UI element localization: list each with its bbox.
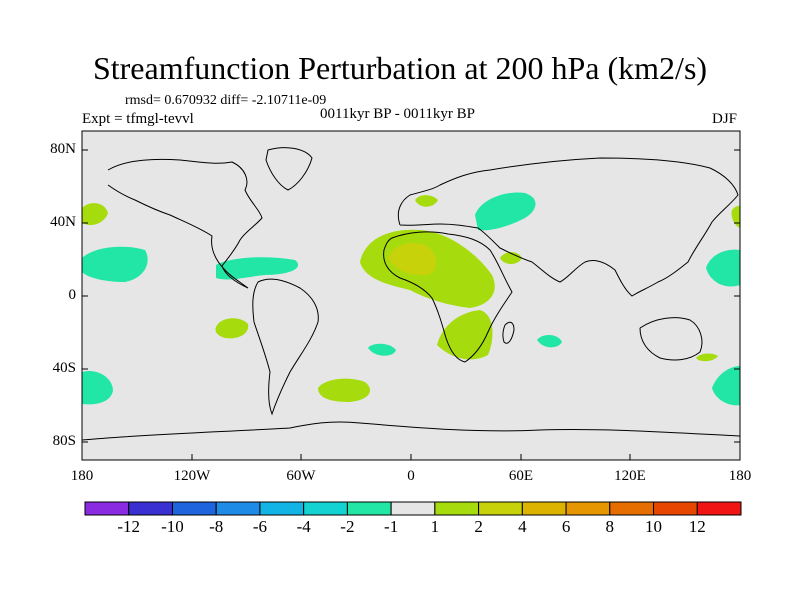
colorbar-label: -10 [161, 517, 184, 536]
colorbar-swatch [434, 501, 480, 516]
anomaly-arabia [500, 252, 522, 264]
lat-label: 40N [50, 214, 76, 230]
anomaly-europe [415, 195, 438, 207]
colorbar-label: -6 [252, 517, 267, 536]
colorbar-swatch [653, 501, 698, 516]
coast-eurasia [397, 157, 739, 297]
colorbar-label: 4 [518, 517, 527, 536]
colorbar-label: 6 [561, 517, 571, 536]
anomaly-west-pacific [706, 249, 740, 287]
stats-text: rmsd= 0.670932 diff= -2.10711e-09 [125, 93, 327, 108]
season-label: DJF [712, 111, 738, 127]
colorbar-swatch [346, 501, 392, 516]
lon-label: 180 [728, 468, 752, 484]
anomaly-pacific-west [82, 246, 148, 282]
anomaly-sahara-core [388, 243, 437, 276]
colorbar-label: -4 [296, 517, 311, 536]
colorbar-label: 1 [430, 517, 440, 536]
coast-greenland [265, 147, 313, 191]
colorbar-label: 2 [474, 517, 483, 536]
colorbar-label: -1 [384, 517, 399, 536]
colorbar-label: -12 [117, 517, 141, 536]
colorbar-swatch [390, 501, 436, 516]
coast-australia [639, 317, 703, 361]
coast-south-america [252, 278, 319, 416]
anomaly-west-pacific-north [731, 205, 740, 228]
period-label: 0011kyr BP - 0011kyr BP [320, 106, 476, 122]
colorbar-swatch [696, 501, 742, 516]
colorbar-label: -2 [340, 517, 355, 536]
lat-label: 80N [50, 141, 76, 157]
lon-label: 120W [173, 468, 211, 484]
coast-madagascar [502, 321, 515, 344]
anomaly-australia-east [696, 353, 718, 362]
lat-label: 0 [68, 287, 77, 303]
lon-label: 0 [407, 468, 415, 484]
anomaly-south-atlantic-west [368, 343, 396, 356]
lat-label: 80S [52, 433, 76, 449]
coast-antarctica [81, 421, 741, 441]
anomaly-indian-ocean [537, 334, 562, 348]
coast-north-america [107, 158, 263, 289]
map-frame [81, 130, 741, 461]
colorbar-label: 12 [688, 517, 706, 536]
colorbar-swatch [215, 501, 261, 516]
lon-label: 60E [508, 468, 534, 484]
colorbar-swatch [84, 501, 130, 516]
colorbar-label: 10 [645, 517, 663, 536]
experiment-label: Expt = tfmgl-tevvl [82, 111, 194, 127]
coast-africa [383, 231, 513, 363]
anomaly-south-pacific-west [82, 370, 113, 405]
lon-label: 180 [70, 468, 94, 484]
positive-anomalies [82, 195, 740, 402]
colorbar-swatch [303, 501, 348, 516]
colorbar-swatch [478, 501, 523, 516]
anomaly-caribbean [216, 257, 299, 280]
anomaly-pacific-north [82, 203, 108, 225]
anomaly-south-africa [437, 310, 493, 360]
anomaly-south-pacific-east [712, 366, 740, 406]
colorbar-label: 8 [605, 517, 615, 536]
colorbar-swatch [128, 501, 173, 516]
anomaly-east-pacific [215, 318, 249, 339]
map-background [82, 131, 740, 460]
lon-label: 60W [286, 468, 316, 484]
colorbar [84, 501, 742, 516]
colorbar-swatch [521, 501, 567, 516]
lat-label: 40S [52, 360, 76, 376]
map-title: Streamfunction Perturbation at 200 hPa (… [92, 50, 708, 86]
colorbar-swatch [565, 501, 611, 516]
colorbar-swatch [259, 501, 305, 516]
colorbar-label: -8 [209, 517, 224, 536]
anomaly-south-atlantic [318, 378, 370, 402]
anomaly-middle-east [475, 192, 536, 231]
negative-anomalies [82, 192, 740, 406]
colorbar-swatch [609, 501, 655, 516]
coastlines [81, 147, 741, 441]
lon-label: 120E [614, 468, 646, 484]
colorbar-swatch [171, 501, 217, 516]
